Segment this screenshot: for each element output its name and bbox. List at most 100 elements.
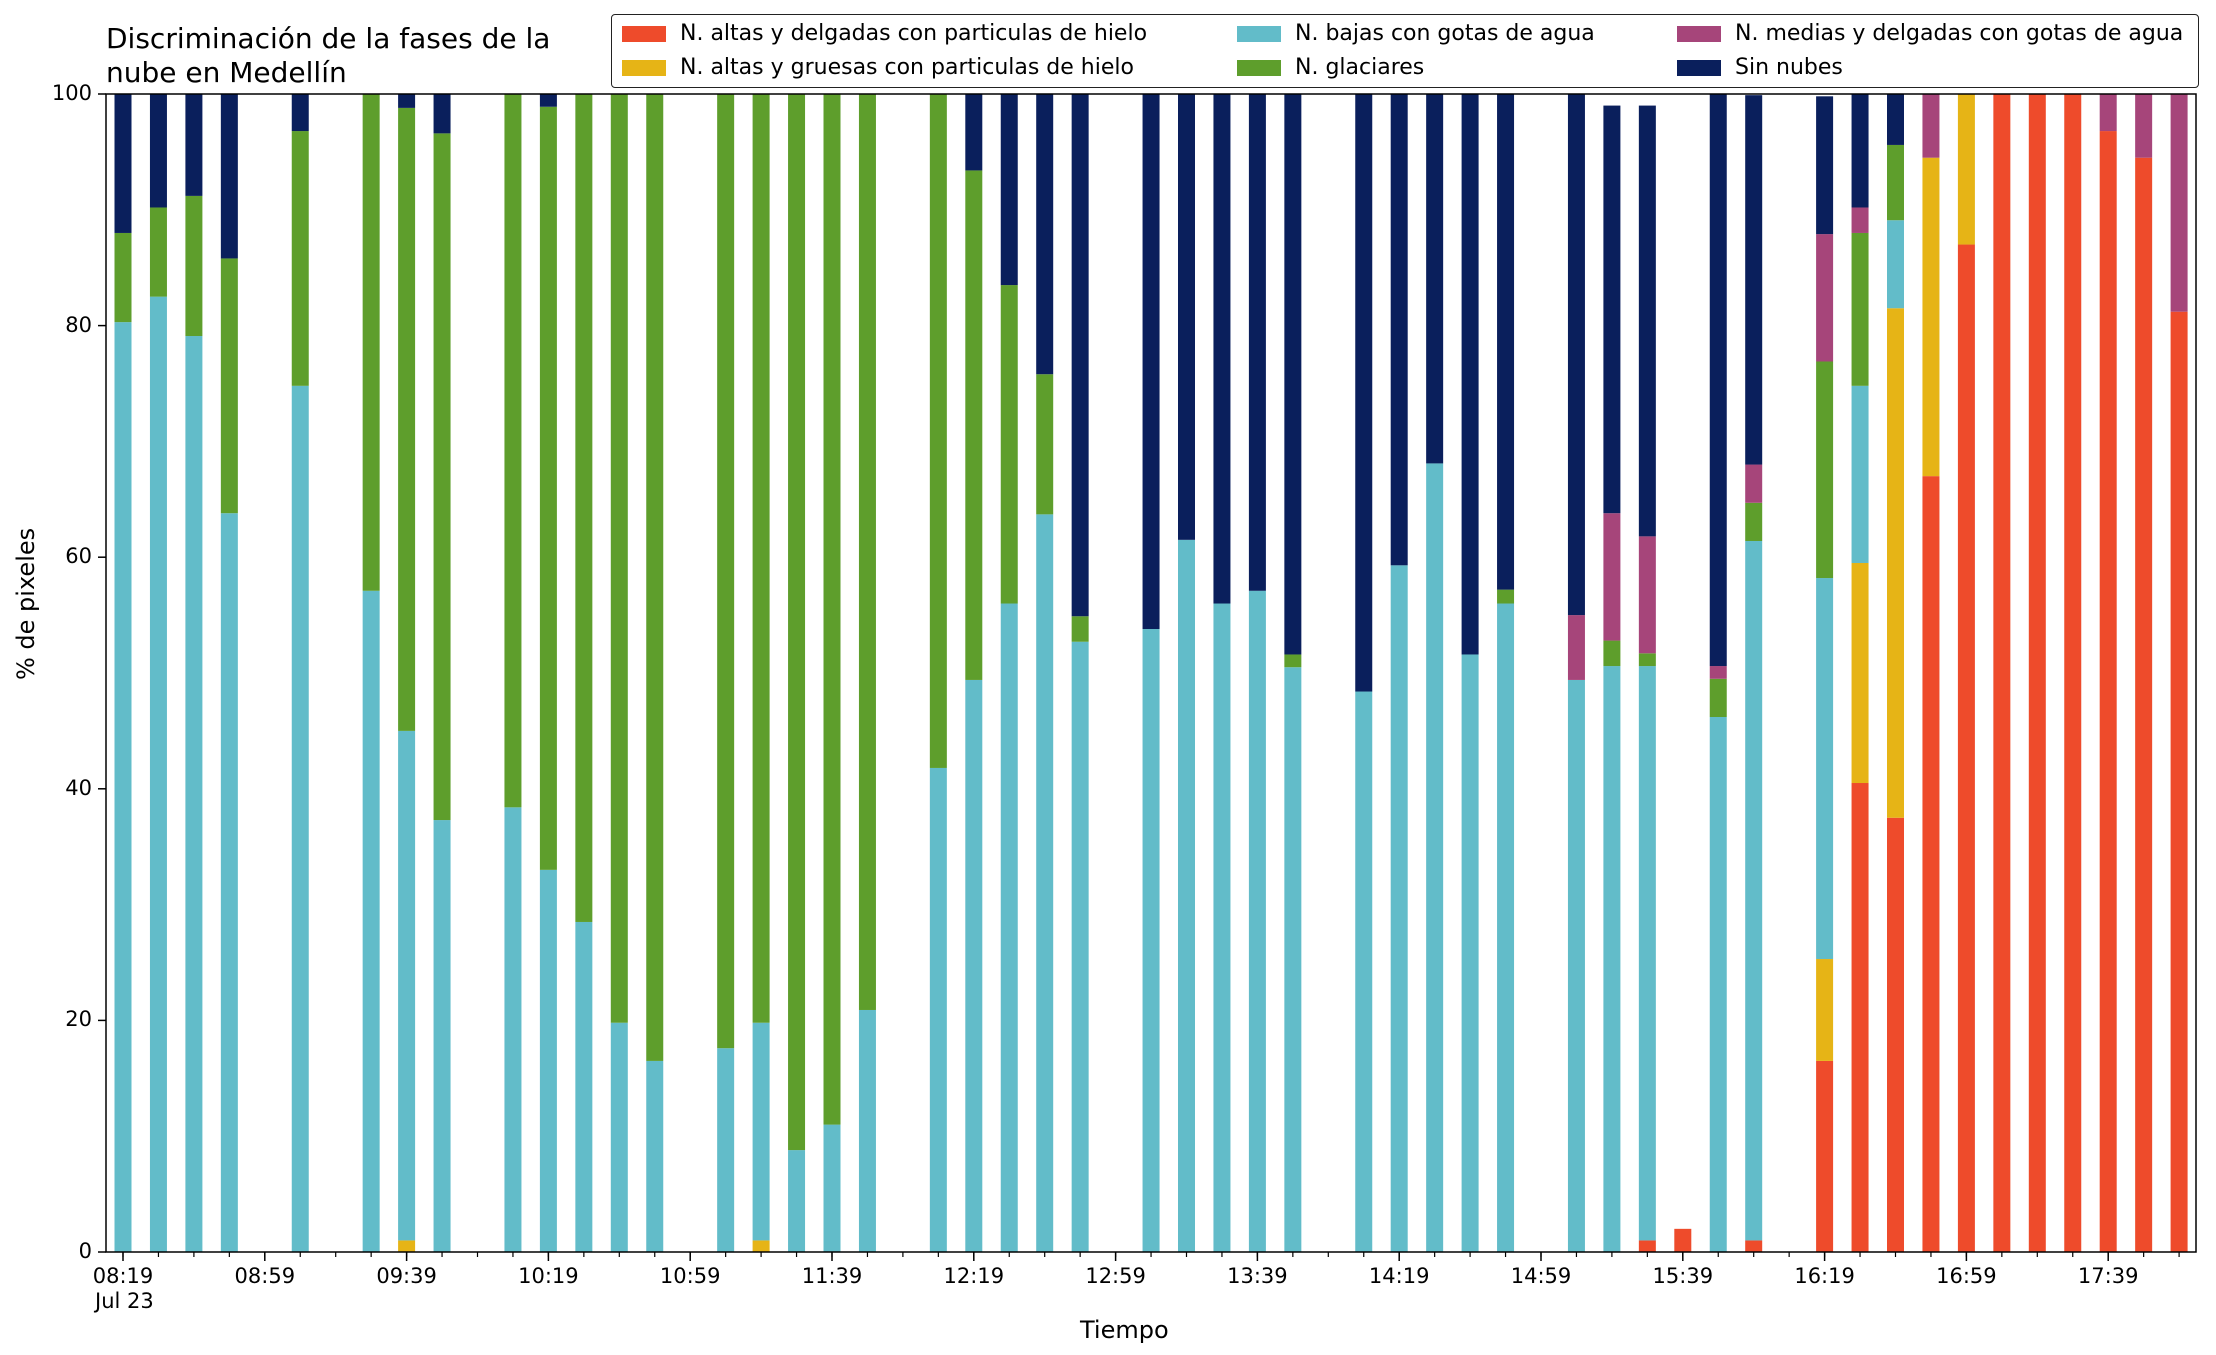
bar-segment	[1284, 94, 1302, 655]
bar-segment	[575, 94, 593, 922]
bar-segment	[1638, 105, 1656, 537]
y-tick-label: 0	[78, 1239, 92, 1263]
bar-segment	[2135, 94, 2153, 158]
x-tick-label: 14:19	[1368, 1264, 1430, 1288]
bar-segment	[1603, 640, 1621, 667]
bar-segment	[823, 1124, 841, 1252]
bar-segment	[291, 131, 309, 386]
bar-segment	[1816, 96, 1834, 235]
bar-segment	[114, 94, 132, 233]
bar-segment	[1284, 654, 1302, 668]
bar-segment	[1284, 667, 1302, 1252]
bar-segment	[858, 94, 876, 1010]
bar-segment	[1851, 783, 1869, 1252]
x-tick-label: 08:19	[92, 1264, 154, 1288]
bar-segment	[1426, 94, 1444, 464]
x-tick-label: 13:39	[1227, 1264, 1288, 1288]
bar-segment	[1922, 94, 1940, 158]
bar-segment	[398, 1240, 416, 1252]
legend-item: N. glaciares	[1237, 55, 1424, 80]
bar-segment	[504, 94, 522, 808]
bar-segment	[1638, 536, 1656, 654]
bar-segment	[1851, 207, 1869, 233]
legend-swatch	[622, 25, 666, 42]
bar-segment	[752, 94, 770, 1023]
bar-segment	[1922, 476, 1940, 1252]
bar-segment	[1142, 94, 1160, 629]
legend-label: N. altas y gruesas con particulas de hie…	[680, 55, 1134, 80]
bar-segment	[504, 807, 522, 1252]
x-tick-label: 10:19	[518, 1264, 579, 1288]
x-tick-label: 15:39	[1652, 1264, 1714, 1288]
bar-segment	[1248, 590, 1266, 1252]
bar-segment	[1178, 539, 1195, 1252]
x-tick-label: 11:39	[801, 1264, 863, 1288]
bar-segment	[291, 385, 309, 1252]
y-tick-label: 20	[65, 1007, 92, 1032]
bar-segment	[1851, 94, 1869, 208]
bar-segment	[965, 170, 983, 680]
bar-segment	[858, 1009, 876, 1252]
bar-segment	[965, 94, 983, 171]
bar-segment	[114, 232, 132, 323]
legend-item: N. medias y delgadas con gotas de agua	[1677, 21, 2183, 46]
bar-segment	[1071, 641, 1089, 1252]
bar-segment	[1851, 385, 1869, 563]
bar-segment	[185, 195, 203, 337]
bar-segment	[291, 94, 309, 132]
chart-legend: N. altas y delgadas con particulas de hi…	[611, 14, 2199, 88]
x-tick-label: 16:19	[1794, 1264, 1855, 1288]
bar-segment	[2028, 94, 2046, 1252]
bar-segment	[220, 94, 238, 259]
bar-segment	[1638, 653, 1656, 667]
bar-segment	[1638, 666, 1656, 1241]
bar-segment	[539, 869, 557, 1252]
bar-segment	[1851, 232, 1869, 386]
bar-segment	[1497, 603, 1515, 1252]
y-axis-label: % de pixeles	[12, 527, 40, 680]
x-tick-label: 17:39	[2077, 1264, 2139, 1288]
bar-segment	[2099, 131, 2117, 1252]
bar-segment	[1638, 1240, 1656, 1252]
y-tick-label: 40	[65, 775, 92, 800]
x-tick-label: 14:59	[1510, 1264, 1572, 1288]
bar-segment	[1816, 361, 1834, 579]
bar-segment	[1957, 244, 1975, 1253]
x-tick-date-label: Jul 23	[95, 1289, 154, 1313]
bar-segment	[1567, 94, 1585, 616]
bar-segment	[1816, 234, 1834, 362]
bar-segment	[1887, 220, 1904, 309]
bar-segment	[1709, 678, 1727, 718]
x-tick-label: 08:59	[234, 1264, 296, 1288]
bar-segment	[433, 820, 451, 1252]
bar-segment	[752, 1240, 770, 1252]
bar-segment	[1567, 615, 1585, 680]
legend-swatch	[1237, 59, 1281, 76]
bar-segment	[929, 767, 947, 1252]
bar-segment	[149, 296, 167, 1252]
x-axis-label: Tiempo	[1080, 1316, 1169, 1344]
x-tick-label: 16:59	[1936, 1264, 1997, 1288]
bar-segment	[1036, 94, 1054, 375]
bar-segment	[1745, 1240, 1763, 1252]
bar-segment	[149, 94, 167, 208]
bar-segment	[1709, 94, 1727, 667]
legend-label: Sin nubes	[1735, 55, 1843, 80]
bar-segment	[1213, 603, 1231, 1252]
bar-segment	[1816, 959, 1834, 1061]
bar-segment	[1709, 666, 1727, 679]
bar-segment	[788, 1150, 806, 1252]
bar-segment	[1887, 94, 1904, 145]
legend-label: N. bajas con gotas de agua	[1295, 21, 1595, 46]
x-tick-label: 09:39	[376, 1264, 437, 1288]
bar-segment	[1887, 817, 1904, 1252]
bar-segment	[433, 133, 451, 821]
bar-segment	[1497, 94, 1515, 590]
bar-segment	[1390, 94, 1408, 566]
bar-segment	[185, 94, 203, 196]
bar-segment	[1887, 308, 1904, 818]
legend-swatch	[1677, 59, 1721, 76]
bar-segment	[149, 207, 167, 297]
bar-segment	[1957, 94, 1975, 245]
